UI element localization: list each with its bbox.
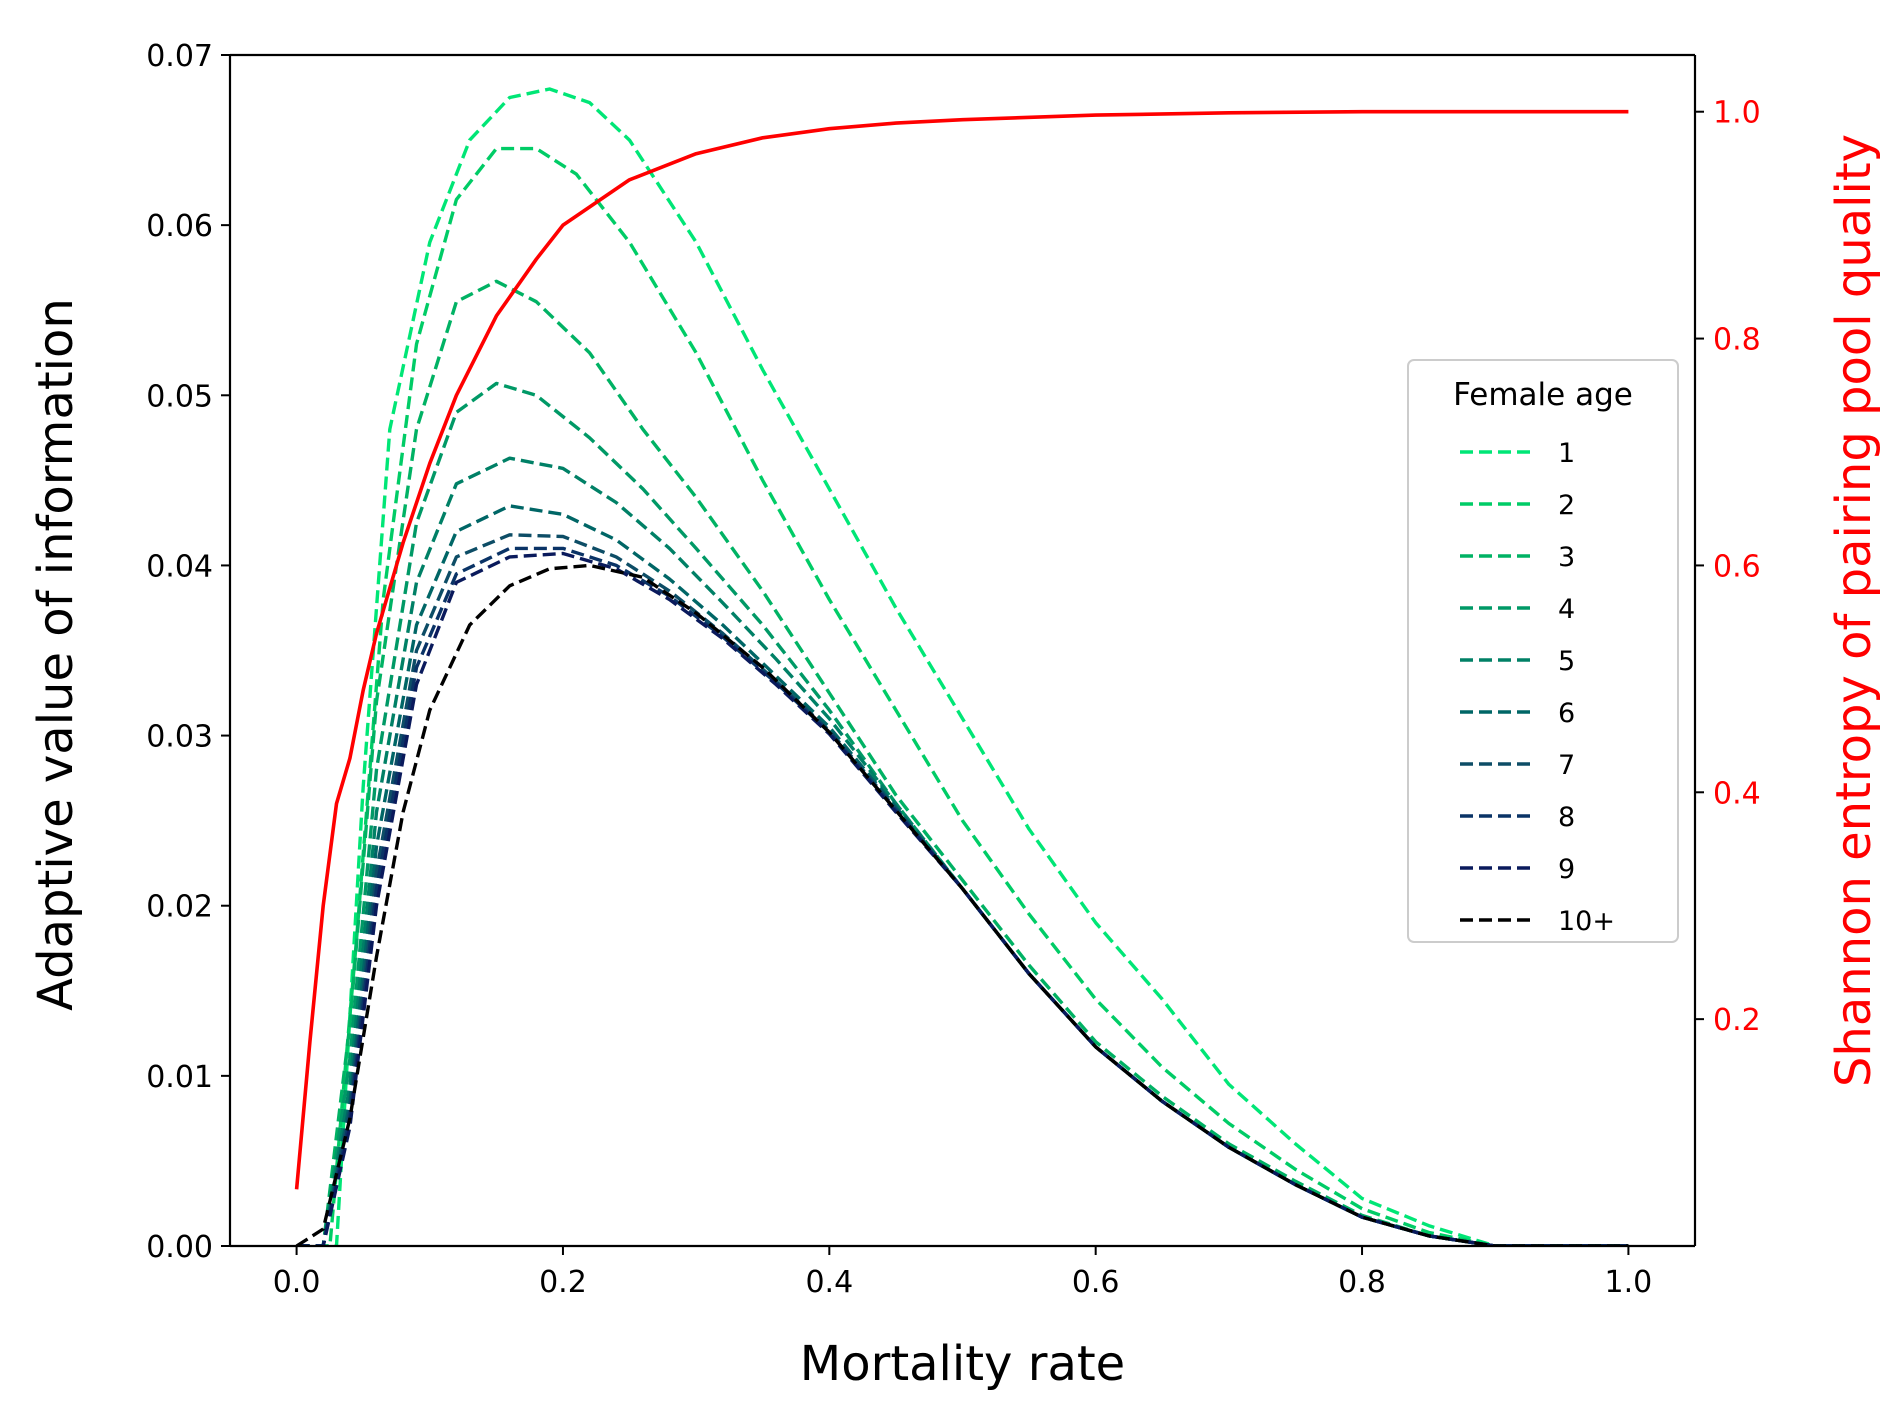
y-tick-label: 0.01	[146, 1060, 213, 1095]
x-tick-label: 0.4	[805, 1265, 853, 1300]
y2-tick-label: 0.2	[1713, 1003, 1761, 1038]
x-tick-label: 0.6	[1072, 1265, 1120, 1300]
y-axis-label: Adaptive value of information	[28, 298, 84, 1011]
y-tick-label: 0.07	[146, 39, 213, 74]
legend-label: 3	[1558, 542, 1575, 573]
legend: Female age 1 2 3 4 5 6 7 8 9 10+	[1407, 359, 1679, 943]
x-tick-label: 1.0	[1605, 1265, 1653, 1300]
series-line-age-4	[296, 381, 1629, 1246]
y2-tick-label: 0.6	[1713, 549, 1761, 584]
y2-tick-label: 0.8	[1713, 323, 1761, 358]
y2-tick-label: 0.4	[1713, 776, 1761, 811]
legend-box	[1407, 359, 1679, 943]
legend-label: 9	[1558, 854, 1575, 885]
x-tick-label: 0.8	[1338, 1265, 1386, 1300]
legend-label: 4	[1558, 594, 1575, 625]
y-tick-label: 0.06	[146, 209, 213, 244]
series-line-age-10plus	[295, 563, 1629, 1246]
legend-label: 5	[1558, 646, 1575, 677]
x-axis-label: Mortality rate	[800, 1336, 1125, 1392]
legend-label: 6	[1558, 698, 1575, 729]
y-tick-label: 0.03	[146, 720, 213, 755]
y-tick-label: 0.02	[146, 890, 213, 925]
y-tick-label: 0.00	[146, 1230, 213, 1265]
legend-label: 10+	[1558, 906, 1615, 937]
x-tick-label: 0.0	[273, 1265, 321, 1300]
y-tick-label: 0.05	[146, 379, 213, 414]
legend-label: 1	[1558, 438, 1575, 469]
legend-label: 7	[1558, 750, 1575, 781]
series-line-age-1	[296, 87, 1629, 1246]
entropy-line	[294, 109, 1629, 1190]
y-tick-label: 0.04	[146, 549, 213, 584]
axes-layer: 0.0 0.2 0.4 0.6 0.8 1.0 0.00 0.01 0.02 0.03 0.04 0.…	[146, 39, 1761, 1300]
legend-title: Female age	[1453, 377, 1633, 413]
y2-tick-label: 1.0	[1713, 96, 1761, 131]
y2-axis-label: Shannon entropy of pairing pool quality	[1826, 134, 1882, 1087]
legend-label: 8	[1558, 802, 1575, 833]
x-tick-label: 0.2	[539, 1265, 587, 1300]
series-line-age-2	[296, 146, 1629, 1246]
legend-label: 2	[1558, 490, 1575, 521]
series-layer	[294, 87, 1629, 1246]
